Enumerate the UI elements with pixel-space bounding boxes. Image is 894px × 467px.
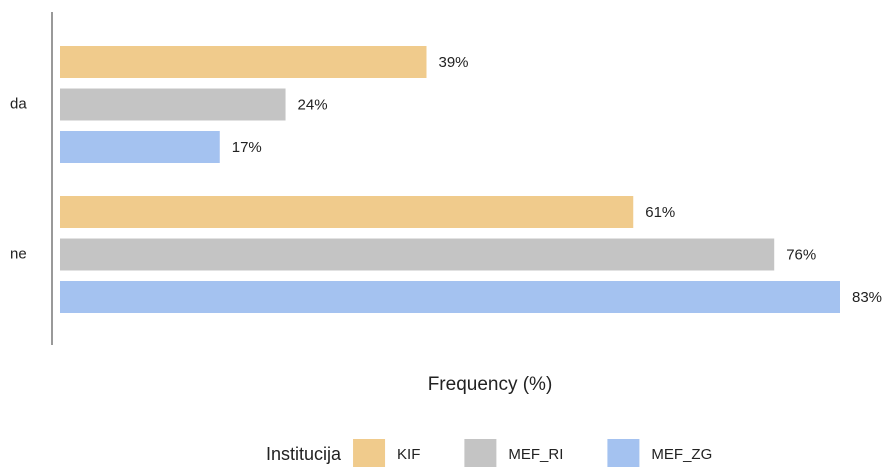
legend-swatch xyxy=(607,439,640,467)
bar xyxy=(60,131,220,163)
legend-label: MEF_RI xyxy=(508,446,563,463)
legend-label: KIF xyxy=(397,446,420,463)
legend-swatch xyxy=(464,439,497,467)
y-tick-label: ne xyxy=(10,245,27,262)
bar xyxy=(60,238,775,271)
bar xyxy=(60,46,427,78)
y-tick-label: da xyxy=(10,95,27,112)
legend-title: Institucija xyxy=(266,444,342,464)
bar xyxy=(60,196,634,228)
value-label: 24% xyxy=(298,96,328,113)
value-label: 83% xyxy=(852,289,882,306)
bar xyxy=(60,88,286,121)
x-axis-title: Frequency (%) xyxy=(428,374,553,395)
value-label: 39% xyxy=(439,54,469,71)
value-label: 61% xyxy=(645,204,675,221)
legend-label: MEF_ZG xyxy=(651,446,712,463)
legend-swatch xyxy=(353,439,386,467)
value-label: 17% xyxy=(232,139,262,156)
value-label: 76% xyxy=(786,246,816,263)
bar xyxy=(60,281,840,313)
